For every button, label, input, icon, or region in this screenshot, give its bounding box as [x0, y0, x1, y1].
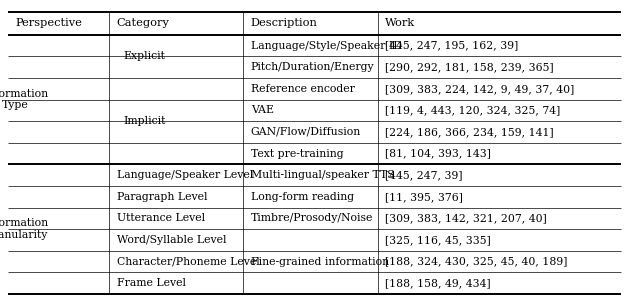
Text: Utterance Level: Utterance Level [117, 213, 205, 224]
Text: [309, 383, 142, 321, 207, 40]: [309, 383, 142, 321, 207, 40] [385, 213, 547, 224]
Text: Category: Category [117, 18, 170, 28]
Text: Fine-grained information: Fine-grained information [251, 256, 389, 267]
Text: [119, 4, 443, 120, 324, 325, 74]: [119, 4, 443, 120, 324, 325, 74] [385, 105, 560, 116]
Text: Multi-lingual/speaker TTS: Multi-lingual/speaker TTS [251, 170, 394, 180]
Text: Character/Phoneme Level: Character/Phoneme Level [117, 256, 260, 267]
Text: Timbre/Prosody/Noise: Timbre/Prosody/Noise [251, 213, 373, 224]
Text: [445, 247, 195, 162, 39]: [445, 247, 195, 162, 39] [385, 40, 519, 51]
Text: Description: Description [251, 18, 318, 28]
Text: [188, 324, 430, 325, 45, 40, 189]: [188, 324, 430, 325, 45, 40, 189] [385, 256, 567, 267]
Text: VAE: VAE [251, 105, 274, 116]
Text: Frame Level: Frame Level [117, 278, 186, 288]
Text: Word/Syllable Level: Word/Syllable Level [117, 235, 226, 245]
Text: Language/Speaker Level: Language/Speaker Level [117, 170, 253, 180]
Text: Pitch/Duration/Energy: Pitch/Duration/Energy [251, 62, 374, 72]
Text: Information
Granularity: Information Granularity [0, 218, 48, 240]
Text: [290, 292, 181, 158, 239, 365]: [290, 292, 181, 158, 239, 365] [385, 62, 553, 72]
Text: Explicit: Explicit [123, 51, 165, 62]
Text: Work: Work [385, 18, 415, 28]
Text: Text pre-training: Text pre-training [251, 148, 343, 159]
Text: [325, 116, 45, 335]: [325, 116, 45, 335] [385, 235, 490, 245]
Text: Perspective: Perspective [16, 18, 82, 28]
Text: Long-form reading: Long-form reading [251, 192, 354, 202]
Text: [224, 186, 366, 234, 159, 141]: [224, 186, 366, 234, 159, 141] [385, 127, 553, 137]
Text: Information
Type: Information Type [0, 89, 48, 110]
Text: [11, 395, 376]: [11, 395, 376] [385, 192, 463, 202]
Text: Reference encoder: Reference encoder [251, 84, 354, 94]
Text: Language/Style/Speaker ID: Language/Style/Speaker ID [251, 40, 402, 51]
Text: [309, 383, 224, 142, 9, 49, 37, 40]: [309, 383, 224, 142, 9, 49, 37, 40] [385, 84, 574, 94]
Text: [188, 158, 49, 434]: [188, 158, 49, 434] [385, 278, 490, 288]
Text: GAN/Flow/Diffusion: GAN/Flow/Diffusion [251, 127, 361, 137]
Text: [445, 247, 39]: [445, 247, 39] [385, 170, 462, 180]
Text: Paragraph Level: Paragraph Level [117, 192, 207, 202]
Text: [81, 104, 393, 143]: [81, 104, 393, 143] [385, 148, 491, 159]
Text: Implicit: Implicit [123, 116, 165, 126]
